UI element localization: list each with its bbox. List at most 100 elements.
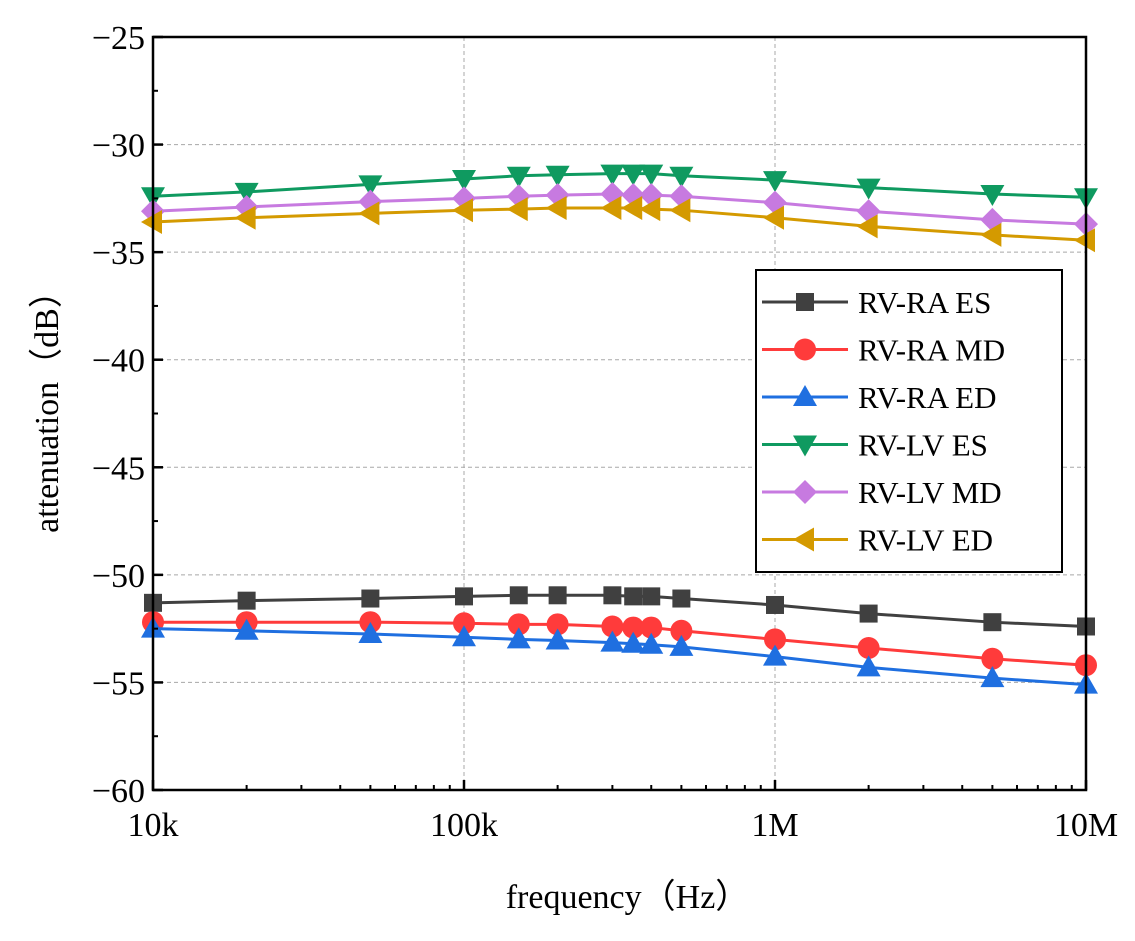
- data-point: [234, 618, 259, 640]
- y-tick-label: −55: [92, 665, 145, 702]
- series-layer: [141, 164, 1098, 694]
- data-point: [452, 198, 473, 223]
- series-line: [152, 172, 1087, 199]
- data-point: [669, 166, 694, 188]
- legend-label: RV-RA ED: [858, 380, 997, 415]
- data-point: [358, 175, 383, 197]
- data-point: [980, 666, 1005, 688]
- data-point: [639, 197, 661, 222]
- series-rv-lv-ed: [141, 196, 1095, 253]
- data-point: [621, 164, 646, 186]
- legend-label: RV-LV MD: [858, 475, 1002, 510]
- legend-marker: [793, 527, 814, 552]
- data-point: [857, 637, 880, 660]
- y-tick-label: −50: [92, 558, 145, 595]
- data-point: [600, 196, 622, 221]
- series-line: [152, 627, 1087, 687]
- legend-item: RV-RA MD: [762, 333, 1005, 368]
- x-tick-label: 100k: [430, 807, 498, 844]
- y-tick-label: −25: [92, 20, 145, 57]
- legend-label: RV-LV ED: [858, 523, 993, 558]
- y-tick-label: −60: [92, 773, 145, 810]
- legend-marker: [796, 293, 814, 311]
- data-point: [509, 586, 528, 605]
- data-point: [622, 616, 645, 639]
- data-point: [234, 182, 259, 204]
- data-point: [624, 587, 643, 606]
- x-tick-label: 10M: [1054, 807, 1118, 844]
- legend-label: RV-RA MD: [858, 333, 1005, 368]
- x-tick-label: 1M: [751, 807, 798, 844]
- data-point: [452, 625, 476, 647]
- legend-item: RV-RA ES: [762, 285, 991, 320]
- series-line: [152, 593, 1087, 628]
- data-point: [600, 630, 625, 652]
- y-tick-label: −35: [92, 235, 145, 272]
- data-point: [763, 644, 787, 666]
- legend-marker: [793, 435, 817, 457]
- legend-item: RV-LV ES: [762, 428, 988, 463]
- data-point: [358, 622, 383, 644]
- legend-item: RV-LV ED: [762, 523, 993, 558]
- data-point: [980, 222, 1002, 247]
- data-point: [669, 198, 691, 223]
- legend-label: RV-LV ES: [858, 428, 988, 463]
- data-point: [856, 655, 881, 677]
- data-point: [234, 205, 256, 230]
- data-point: [361, 589, 380, 608]
- legend: RV-RA ES RV-RA MD RV-RA ED RV-LV ES RV-LV MD…: [755, 269, 1063, 573]
- data-point: [763, 205, 784, 230]
- data-point: [506, 627, 531, 649]
- data-point: [600, 164, 625, 186]
- series-rv-lv-es: [141, 164, 1098, 210]
- data-point: [506, 166, 531, 188]
- data-point: [237, 591, 256, 610]
- legend-box: [755, 269, 1063, 573]
- data-point: [358, 201, 380, 226]
- data-point: [639, 164, 664, 186]
- legend-label: RV-RA ES: [858, 285, 991, 320]
- data-point: [642, 587, 661, 606]
- data-point: [546, 613, 569, 636]
- x-axis-title: frequency（Hz）: [506, 878, 750, 916]
- data-point: [621, 196, 643, 221]
- data-point: [545, 628, 570, 650]
- data-point: [859, 604, 878, 623]
- legend-item: RV-LV MD: [762, 475, 1002, 510]
- data-point: [670, 619, 693, 642]
- data-point: [601, 615, 624, 638]
- data-point: [669, 634, 694, 656]
- data-point: [766, 595, 784, 614]
- y-tick-label: −40: [92, 343, 145, 380]
- data-point: [856, 178, 881, 200]
- data-point: [455, 587, 473, 606]
- data-point: [621, 631, 646, 653]
- data-point: [672, 589, 691, 608]
- legend-marker: [794, 338, 816, 361]
- data-point: [640, 616, 663, 639]
- data-point: [506, 197, 528, 222]
- data-point: [141, 210, 162, 235]
- series-rv-ra-ed: [141, 616, 1098, 694]
- data-point: [639, 632, 664, 654]
- y-tick-label: −45: [92, 450, 145, 487]
- x-tick-label: 10k: [128, 807, 179, 844]
- data-point: [545, 165, 570, 187]
- legend-marker: [793, 385, 817, 406]
- data-point: [452, 169, 476, 191]
- data-point: [545, 196, 567, 221]
- data-point: [548, 586, 567, 605]
- legend-marker: [793, 480, 817, 504]
- data-point: [507, 613, 530, 636]
- data-point: [980, 185, 1005, 207]
- legend-item: RV-RA ED: [762, 380, 997, 415]
- data-point: [983, 613, 1002, 632]
- y-tick-label: −30: [92, 128, 145, 165]
- data-point: [856, 214, 878, 239]
- y-axis-title: attenuation（dB）: [28, 274, 66, 533]
- data-point: [981, 647, 1004, 670]
- data-point: [763, 171, 787, 193]
- data-point: [453, 612, 475, 635]
- data-point: [603, 586, 622, 605]
